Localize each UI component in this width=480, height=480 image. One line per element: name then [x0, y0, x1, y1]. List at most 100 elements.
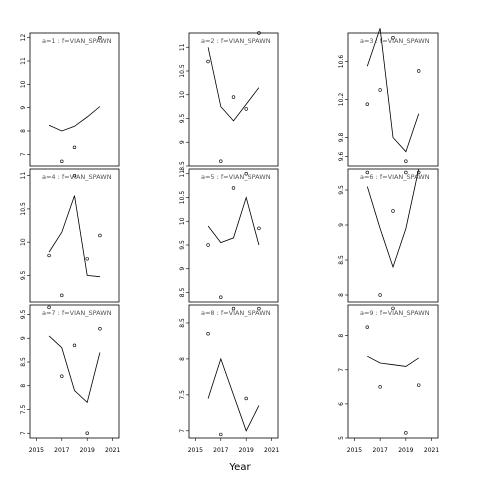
series-line	[367, 355, 419, 367]
y-tick-label: 9	[338, 223, 345, 227]
facet-panel: a=1 : f=VIAN_SPAWN 7 8 9 10 11 12	[20, 32, 120, 167]
data-point	[72, 343, 77, 348]
data-point	[244, 172, 248, 176]
x-tick-label: 2021	[424, 447, 439, 454]
x-tick-label: 2019	[398, 447, 413, 454]
y-tick-label: 9	[179, 140, 186, 144]
panel-label: a=8 : f=VIAN_SPAWN	[201, 309, 271, 317]
series-line	[207, 47, 260, 122]
y-tick-label: 10.5	[179, 64, 186, 78]
panel-frame	[347, 32, 439, 167]
y-tick-label: 9	[20, 106, 27, 110]
y-tick-label: 9.5	[20, 270, 27, 280]
x-tick-label: 2019	[80, 447, 95, 454]
y-tick-label: 10	[20, 238, 27, 246]
x-tick-label: 2021	[105, 447, 120, 454]
data-point	[72, 145, 77, 150]
data-point	[98, 233, 102, 238]
data-point	[391, 306, 395, 311]
facet-panel: a=6 : f=VIAN_SPAWN 8 8.5 9 9.5	[338, 168, 439, 303]
y-tick-label: 8.5	[179, 288, 186, 298]
series-line	[207, 357, 260, 432]
facet-panel: a=9 : f=VIAN_SPAWN 5 6 7 8 2015 2017 2019 2021	[338, 304, 439, 454]
data-point	[219, 295, 223, 299]
series-line	[48, 195, 100, 278]
facet-panel: a=8 : f=VIAN_SPAWN 7 7.5 8 8.5 2015 2017 2019 20…	[179, 304, 279, 454]
x-tick-label: 2021	[264, 447, 279, 454]
y-tick-label: 9.5	[338, 185, 345, 195]
panel-frame	[29, 168, 120, 303]
x-tick-label: 2019	[239, 447, 254, 454]
y-tick-label: 9.5	[179, 240, 186, 250]
y-tick-label: 7	[20, 152, 27, 156]
y-tick-label: 10.6	[338, 55, 345, 69]
x-tick-label: 2015	[188, 447, 203, 454]
y-tick-label: 8.5	[179, 161, 186, 171]
series-line	[366, 28, 420, 153]
x-axis-label: Year	[228, 462, 251, 473]
x-tick-label: 2017	[213, 447, 228, 454]
y-tick-label: 8.5	[179, 318, 186, 328]
y-tick-label: 7.5	[179, 390, 186, 400]
x-tick-label: 2015	[347, 447, 362, 454]
panel-label: a=2 : f=VIAN_SPAWN	[201, 37, 271, 45]
data-point	[391, 209, 395, 213]
panel-frame	[29, 304, 120, 439]
data-point	[257, 226, 261, 231]
panel-frame	[188, 32, 279, 167]
y-tick-label: 11	[20, 172, 27, 180]
data-point	[206, 332, 210, 336]
data-point	[98, 35, 102, 40]
y-tick-label: 8	[20, 129, 27, 133]
y-tick-label: 9	[20, 336, 27, 340]
y-tick-label: 10	[20, 80, 27, 88]
panel-frame	[347, 304, 439, 439]
data-point	[417, 170, 421, 175]
data-point	[206, 243, 210, 247]
y-tick-label: 5	[338, 436, 345, 440]
data-point	[206, 59, 210, 64]
x-tick-label: 2017	[373, 447, 388, 454]
y-tick-label: 7	[338, 368, 345, 372]
panel-label: a=9 : f=VIAN_SPAWN	[360, 309, 430, 317]
panel-label: a=5 : f=VIAN_SPAWN	[201, 173, 271, 181]
y-tick-label: 8.5	[20, 357, 27, 367]
data-point	[231, 306, 236, 311]
panel-label: a=4 : f=VIAN_SPAWN	[42, 173, 112, 181]
y-tick-label: 11	[20, 57, 27, 65]
data-point	[378, 88, 382, 92]
data-point	[391, 36, 395, 40]
y-tick-label: 10	[179, 217, 186, 225]
x-tick-label: 2017	[54, 447, 69, 454]
y-tick-label: 7	[20, 431, 27, 435]
y-tick-label: 9.8	[338, 133, 345, 143]
data-point	[417, 383, 421, 387]
data-point	[404, 159, 408, 163]
y-tick-label: 10.5	[179, 191, 186, 205]
data-point	[378, 293, 382, 297]
y-tick-label: 10.2	[338, 93, 345, 107]
panel-label: a=7 : f=VIAN_SPAWN	[42, 309, 112, 317]
y-tick-label: 6	[338, 402, 345, 406]
data-point	[365, 325, 369, 329]
y-tick-label: 11	[179, 170, 186, 178]
series-line	[48, 335, 101, 404]
data-point	[72, 173, 77, 178]
data-point	[219, 159, 223, 163]
data-point	[404, 431, 408, 435]
facet-panel: a=2 : f=VIAN_SPAWN 8.5 9 9.5 10 10.5 11	[179, 31, 279, 171]
y-tick-label: 7	[179, 429, 186, 433]
y-tick-label: 9.6	[338, 152, 345, 162]
facet-panel: a=4 : f=VIAN_SPAWN 9.5 10 10.5 11	[20, 168, 120, 303]
y-tick-label: 9.5	[179, 114, 186, 124]
y-tick-label: 7.5	[20, 405, 27, 415]
panel-frame	[188, 304, 279, 439]
data-point	[47, 253, 51, 258]
facet-panel: a=3 : f=VIAN_SPAWN 9.6 9.8 10.2 10.6	[338, 28, 439, 167]
data-point	[85, 431, 89, 435]
panel-label: a=6 : f=VIAN_SPAWN	[360, 173, 430, 181]
y-tick-label: 9	[179, 267, 186, 271]
series-line	[366, 168, 420, 269]
y-tick-label: 12	[20, 34, 27, 42]
